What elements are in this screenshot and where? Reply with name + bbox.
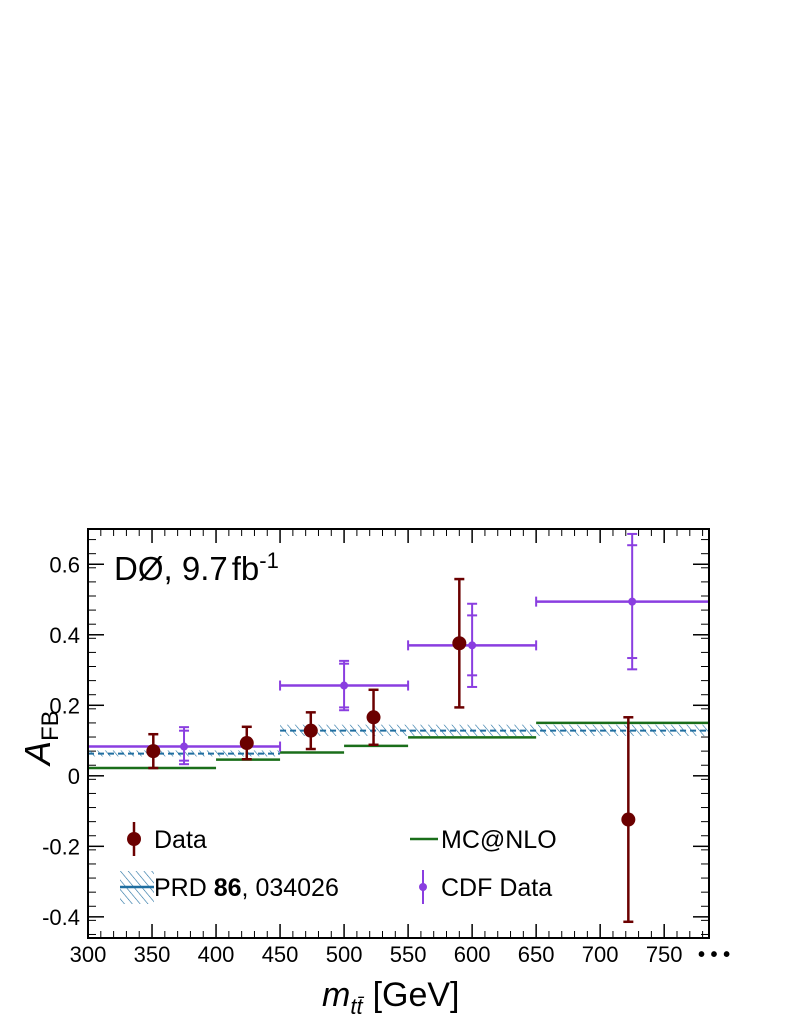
legend-prd: PRD 86, 034026 — [120, 871, 339, 904]
data-marker — [303, 723, 318, 738]
data-marker — [146, 744, 161, 759]
legend-cdf-label: CDF Data — [441, 874, 552, 902]
prd-prediction-layer — [88, 724, 709, 757]
axes-layer: 300 350 400 450 500 550 600 650 700 750 -0.4 -0.2 0 0… — [42, 529, 709, 967]
legend-data: Data — [127, 822, 207, 856]
legend-data-marker — [127, 832, 141, 846]
data-marker — [239, 736, 254, 751]
legend: Data PRD 86, 034026 MC@NLO CDF Data — [120, 822, 557, 904]
x-tick-label: 450 — [262, 942, 299, 967]
x-tick-label: 750 — [646, 942, 683, 967]
x-tick-label: 500 — [326, 942, 363, 967]
x-tick-label: 650 — [518, 942, 555, 967]
x-axis-title: mtt̄ [GeV] — [322, 976, 460, 1019]
x-tick-label: 400 — [198, 942, 235, 967]
x-tick-label: 700 — [582, 942, 619, 967]
legend-data-label: Data — [154, 826, 207, 854]
cdf-marker — [180, 742, 189, 751]
y-tick-label: -0.4 — [42, 905, 80, 930]
cdf-marker — [340, 681, 349, 690]
legend-cdf-marker — [419, 883, 427, 891]
x-tick-label: 550 — [390, 942, 427, 967]
cdf-marker — [628, 597, 637, 606]
x-tick-label: 600 — [454, 942, 491, 967]
y-tick-label: 0.6 — [49, 552, 80, 577]
x-tick-label: 350 — [134, 942, 171, 967]
plot-frame — [87, 528, 710, 939]
y-tick-label: 0 — [68, 764, 80, 789]
legend-prd-label: PRD 86, 034026 — [154, 874, 339, 902]
y-tick-label: -0.2 — [42, 834, 80, 859]
d0-data-layer — [146, 577, 636, 924]
legend-mcnlo-label: MC@NLO — [441, 826, 557, 854]
y-tick-label: 0.2 — [49, 693, 80, 718]
experiment-label: DØ, 9.7 fb-1 — [114, 548, 279, 587]
x-overflow-marker: • • • — [698, 944, 730, 966]
data-marker — [366, 710, 381, 725]
y-tick-label: 0.4 — [49, 623, 80, 648]
cdf-marker — [468, 641, 477, 650]
data-marker — [621, 812, 636, 827]
data-marker — [452, 636, 467, 651]
legend-mcnlo: MC@NLO — [410, 826, 557, 854]
y-axis-title: AFB — [17, 710, 64, 767]
x-tick-label: 300 — [70, 942, 107, 967]
legend-cdf: CDF Data — [419, 870, 552, 904]
